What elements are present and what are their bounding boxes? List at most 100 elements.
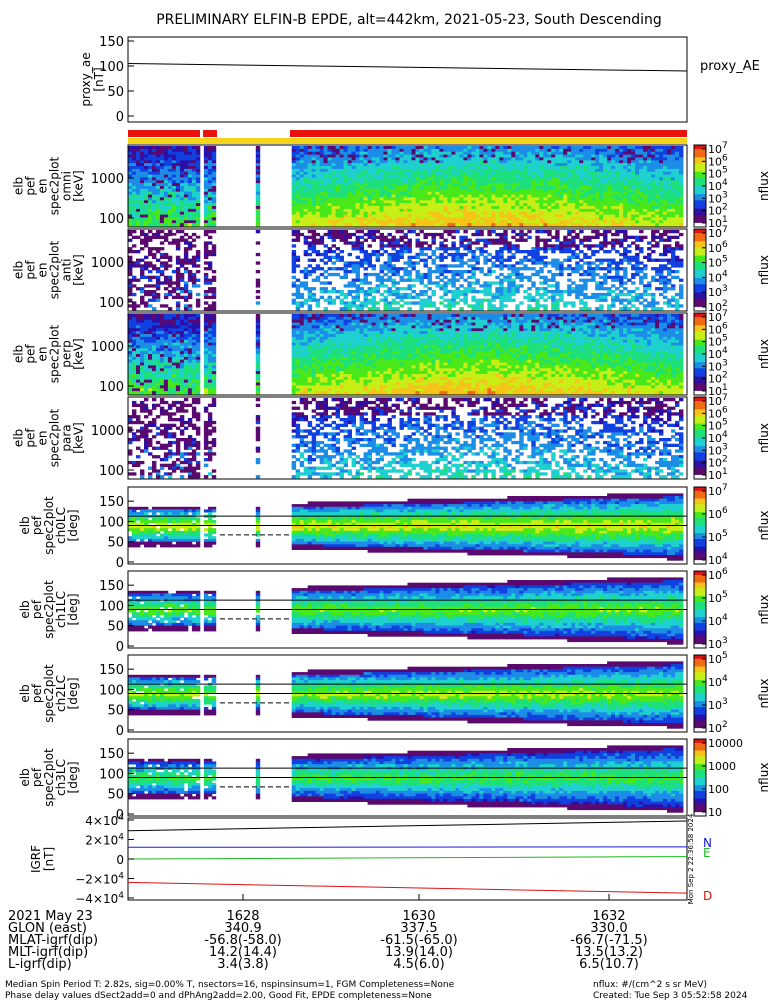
spectrogram-cell [212, 186, 216, 189]
spectrogram-cell [439, 152, 443, 155]
spectrogram-cell [292, 152, 296, 155]
spectrogram-cell [615, 183, 619, 186]
spectrogram-cell [599, 157, 603, 160]
spectrogram-cell [348, 270, 352, 273]
spectrogram-cell [364, 192, 368, 195]
spectrogram-cell [152, 206, 156, 209]
spectrogram-cell [132, 203, 136, 206]
spectrogram-cell [607, 166, 611, 169]
spectrogram-cell [579, 241, 583, 244]
spectrogram-cell [212, 230, 216, 233]
spectrogram-cell [555, 183, 559, 186]
spectrogram-cell [356, 270, 360, 273]
spectrogram-cell [208, 250, 212, 253]
spectrogram-cell [639, 206, 643, 209]
spectrogram-cell [364, 177, 368, 180]
spectrogram-cell [635, 157, 639, 160]
spectrogram-cell [599, 299, 603, 302]
spectrogram-cell [304, 166, 308, 169]
spectrogram-cell [140, 212, 144, 215]
spectrogram-cell [352, 203, 356, 206]
spectrogram-cell [164, 166, 168, 169]
spectrogram-cell [459, 212, 463, 215]
spectrogram-cell [443, 230, 447, 233]
spectrogram-cell [495, 186, 499, 189]
spectrogram-cell [208, 241, 212, 244]
spectrogram-cell [603, 206, 607, 209]
spectrogram-cell [479, 212, 483, 215]
spectrogram-cell [132, 186, 136, 189]
spectrogram-cell [487, 157, 491, 160]
spectrogram-cell [531, 177, 535, 180]
spectrogram-cell [571, 183, 575, 186]
spectrogram-cell [176, 206, 180, 209]
spectrogram-cell [583, 177, 587, 180]
spectrogram-cell [515, 250, 519, 253]
spectrogram-cell [388, 241, 392, 244]
spectrogram-cell [308, 172, 312, 175]
spectrogram-cell [531, 192, 535, 195]
spectrogram-cell [316, 197, 320, 200]
spectrogram-cell [527, 250, 531, 253]
spectrogram-cell [639, 197, 643, 200]
spectrogram-cell [380, 284, 384, 287]
spectrogram-cell [507, 241, 511, 244]
spectrogram-cell [416, 217, 420, 220]
spectrogram-cell [360, 236, 364, 239]
spectrogram-cell [547, 152, 551, 155]
spectrogram-cell [160, 206, 164, 209]
spectrogram-cell [332, 177, 336, 180]
spectrogram-cell [212, 203, 216, 206]
spectrogram-cell [643, 183, 647, 186]
spectrogram-cell [380, 223, 384, 226]
spectrogram-cell [352, 217, 356, 220]
spectrogram-cell [324, 146, 328, 149]
spectrogram-cell [579, 267, 583, 270]
spectrogram-cell [344, 186, 348, 189]
spectrogram-cell [348, 307, 352, 310]
spectrogram-cell [368, 206, 372, 209]
spectrogram-cell [603, 230, 607, 233]
spectrogram-cell [316, 192, 320, 195]
spectrogram-cell [400, 206, 404, 209]
spectrogram-cell [136, 152, 140, 155]
spectrogram-cell [591, 206, 595, 209]
spectrogram-cell [140, 166, 144, 169]
ytick-label: 100 [99, 212, 124, 227]
spectrogram-cell [380, 293, 384, 296]
spectrogram-cell [432, 212, 436, 215]
spectrogram-cell [388, 290, 392, 293]
spectrogram-cell [671, 172, 675, 175]
spectrogram-cell [400, 172, 404, 175]
spectrogram-cell [483, 217, 487, 220]
spectrogram-cell [384, 152, 388, 155]
spectrogram-cell [156, 183, 160, 186]
spectrogram-cell [531, 284, 535, 287]
spectrogram-cell [380, 172, 384, 175]
spectrogram-cell [583, 157, 587, 160]
spectrogram-cell [168, 230, 172, 233]
spectrogram-cell [372, 186, 376, 189]
spectrogram-cell [539, 152, 543, 155]
spectrogram-cell [212, 290, 216, 293]
spectrogram-cell [428, 197, 432, 200]
spectrogram-cell [344, 217, 348, 220]
spectrogram-cell [396, 206, 400, 209]
spectrogram-cell [435, 233, 439, 236]
spectrogram-cell [499, 250, 503, 253]
spectrogram-cell [635, 152, 639, 155]
spectrogram-cell [583, 212, 587, 215]
spectrogram-cell [623, 146, 627, 149]
spectrogram-cell [583, 239, 587, 242]
spectrogram-cell [324, 197, 328, 200]
spectrogram-cell [412, 284, 416, 287]
spectrogram-cell [308, 152, 312, 155]
spectrogram-cell [136, 261, 140, 264]
spectrogram-cell [368, 217, 372, 220]
spectrogram-cell [308, 223, 312, 226]
spectrogram-cell [527, 223, 531, 226]
spectrogram-cell [471, 241, 475, 244]
spectrogram-cell [180, 197, 184, 200]
spectrogram-cell [435, 217, 439, 220]
spectrogram-cell [579, 157, 583, 160]
